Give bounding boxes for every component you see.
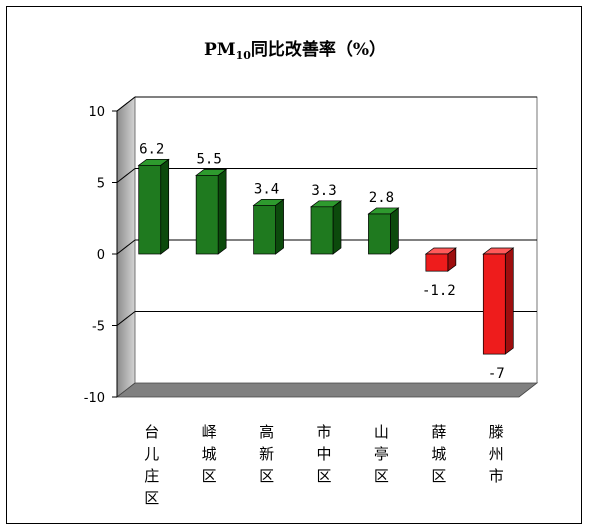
bar-side [217,168,227,255]
bar [138,164,162,255]
data-label: 3.4 [254,181,279,197]
y-tick-label: -10 [84,391,105,406]
data-label: 3.3 [311,183,336,199]
category-label: 山亭区 [374,423,389,485]
data-label: 6.2 [139,141,164,157]
gridline-diagonal [116,239,136,255]
bar [368,213,391,255]
chart-title-prefix: PM [204,40,236,60]
plot-area: 10 5 0 -5 -10 6.2 台儿庄区 5.5 峄城区 3.4 高新区 3.3 市中区 2.8 山亭区… [84,96,539,507]
bar-side [332,200,342,255]
bar-chart: PM10同比改善率（%） 1050-5-106.2台儿庄区5.5峄城区3.4高新… [84,39,539,507]
y-tick-label: 0 [97,248,105,263]
y-tick-label: -5 [92,320,105,335]
chart-title: PM10同比改善率（%） [204,39,386,62]
bar-side [275,198,284,255]
chart-title-suffix: 同比改善率（%） [251,39,386,60]
gridline-diagonal [116,96,136,112]
data-label: 5.5 [196,151,221,167]
bar [253,205,276,255]
gridline-diagonal [116,311,136,326]
data-label: 2.8 [369,190,394,206]
category-label: 滕州市 [489,423,504,485]
category-label: 薛城区 [431,423,446,485]
chart-title-subscript: 10 [236,49,252,62]
bar-side [390,207,399,255]
data-label: -7 [488,366,505,382]
category-label: 台儿庄区 [144,423,159,507]
chart-floor [115,382,539,398]
category-label: 峄城区 [202,423,217,485]
bar [482,253,506,355]
bar [425,253,449,272]
data-label: -1.2 [422,283,456,299]
bar-side [504,247,514,355]
y-tick-label: 5 [97,177,105,192]
chart-frame: PM10同比改善率（%） 10 5 0 -5 -10 6.2 台儿庄区 5.5 峄城区 3.4 高新… [6,6,582,524]
gridline-diagonal [116,168,136,183]
y-tick-label: 10 [88,105,105,120]
bar [195,175,219,255]
bar-side [160,158,170,255]
category-label: 市中区 [316,423,331,485]
category-label: 高新区 [259,423,274,485]
bar [310,206,334,255]
